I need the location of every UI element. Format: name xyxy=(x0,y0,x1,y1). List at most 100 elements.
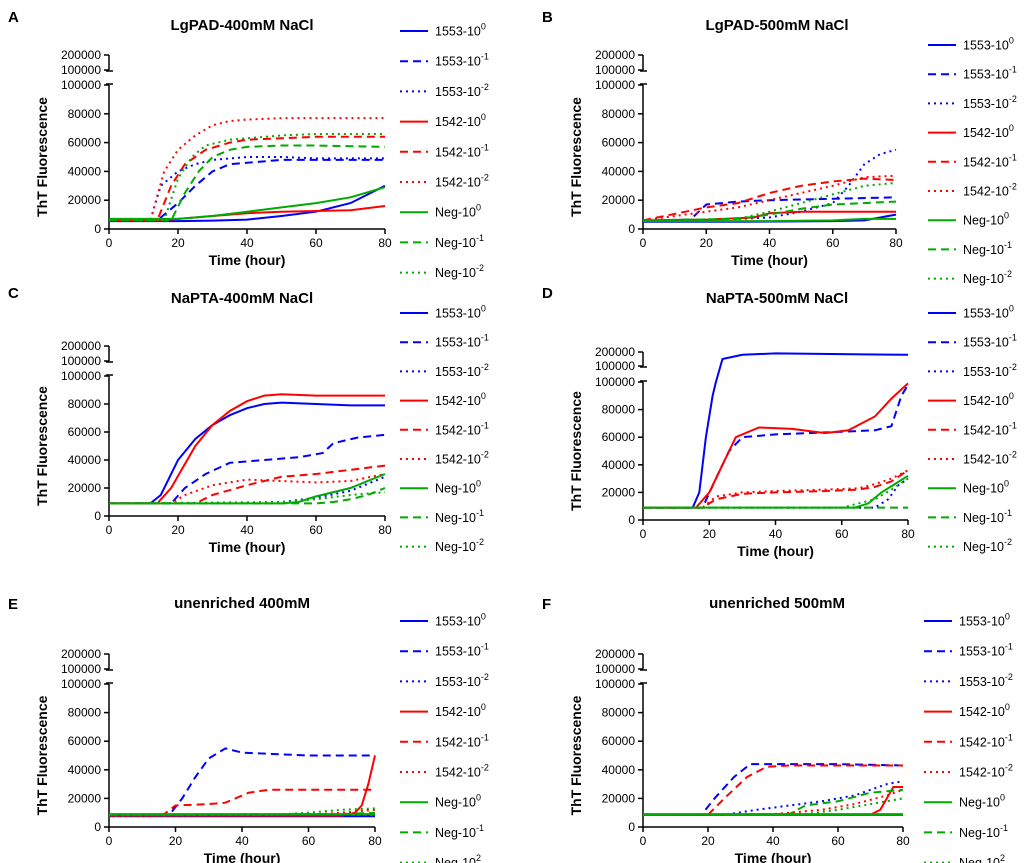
series-line xyxy=(109,393,385,505)
legend-label: 1553-100 xyxy=(435,612,486,629)
x-tick-label: 0 xyxy=(640,527,647,541)
y-tick-label: 100000 xyxy=(61,78,101,92)
x-tick-label: 40 xyxy=(769,527,783,541)
series-line xyxy=(109,156,385,222)
series-group xyxy=(109,393,386,505)
series-line xyxy=(643,477,909,509)
x-axis-label: Time (hour) xyxy=(737,543,814,559)
panel-title: NaPTA-500mM NaCl xyxy=(706,290,848,307)
series-group xyxy=(109,117,386,223)
panel-title: NaPTA-400mM NaCl xyxy=(171,290,313,307)
x-tick-label: 40 xyxy=(235,834,249,848)
x-tick-label: 0 xyxy=(640,236,647,250)
legend-label: 1542-100 xyxy=(435,112,486,129)
series-line xyxy=(643,382,909,509)
x-tick-label: 20 xyxy=(701,834,715,848)
x-tick-label: 60 xyxy=(309,523,323,537)
series-group xyxy=(109,747,376,818)
y-tick-label: 20000 xyxy=(602,193,636,207)
series-line xyxy=(643,174,897,222)
series-group xyxy=(643,763,904,816)
legend-label: 1542-100 xyxy=(435,391,486,408)
legend-label: Neg-10-2 xyxy=(435,537,484,554)
series-line xyxy=(643,764,903,816)
x-tick-label: 80 xyxy=(889,236,903,250)
y-tick-label: 20000 xyxy=(602,791,636,805)
y-tick-label: 60000 xyxy=(602,430,636,444)
legend-label: Neg-102 xyxy=(435,853,481,863)
legend-label: 1553-10-2 xyxy=(435,362,489,379)
legend-label: Neg-100 xyxy=(963,211,1009,228)
x-tick-label: 80 xyxy=(368,834,382,848)
y-tick-label: 0 xyxy=(628,820,635,834)
legend-label: Neg-10-1 xyxy=(959,823,1008,840)
legend-label: 1542-10-1 xyxy=(435,420,489,437)
y-tick-label: 80000 xyxy=(602,403,636,417)
x-tick-label: 80 xyxy=(901,527,915,541)
legend-label: 1553-100 xyxy=(959,612,1010,629)
legend-label: 1542-10-2 xyxy=(435,450,489,467)
y-tick-label: 20000 xyxy=(68,791,102,805)
x-tick-label: 20 xyxy=(700,236,714,250)
y-axis-label: ThT Fluorescence xyxy=(34,97,50,217)
series-line xyxy=(109,755,376,817)
series-line xyxy=(643,196,897,222)
legend-label: 1553-100 xyxy=(963,304,1014,321)
legend-label: 1553-100 xyxy=(435,304,486,321)
legend-label: 1553-10-1 xyxy=(435,52,489,69)
y-tick-label: 40000 xyxy=(602,164,636,178)
y-tick-label: 0 xyxy=(94,820,101,834)
x-tick-label: 0 xyxy=(640,834,647,848)
series-line xyxy=(109,184,386,223)
x-tick-label: 40 xyxy=(766,834,780,848)
y-tick-label-upper: 100000 xyxy=(61,662,101,676)
series-line xyxy=(109,487,386,505)
x-tick-label: 40 xyxy=(763,236,777,250)
y-tick-label-upper: 100000 xyxy=(595,63,635,77)
series-line xyxy=(643,181,897,222)
x-tick-label: 80 xyxy=(378,236,392,250)
x-axis-label: Time (hour) xyxy=(204,850,281,863)
series-line xyxy=(109,464,386,505)
legend-label: 1553-10-1 xyxy=(963,65,1017,82)
legend-label: 1553-10-1 xyxy=(963,333,1017,350)
y-axis-label: ThT Fluorescence xyxy=(568,97,584,217)
legend-label: Neg-10-2 xyxy=(963,537,1012,554)
y-tick-label: 80000 xyxy=(68,706,102,720)
legend-label: 1553-100 xyxy=(963,36,1014,53)
series-line xyxy=(109,186,386,220)
series-line xyxy=(643,210,896,222)
x-tick-label: 20 xyxy=(169,834,183,848)
legend-label: 1542-10-1 xyxy=(963,152,1017,169)
y-tick-label: 40000 xyxy=(68,164,102,178)
y-tick-label-upper: 100000 xyxy=(595,662,635,676)
series-line xyxy=(643,384,909,509)
y-tick-label: 20000 xyxy=(602,485,636,499)
y-tick-label-upper: 200000 xyxy=(595,48,635,62)
legend-label: Neg-10-2 xyxy=(963,269,1012,286)
y-tick-label: 60000 xyxy=(68,136,102,150)
series-line xyxy=(109,473,386,505)
panel-title: unenriched 400mM xyxy=(174,595,310,612)
legend-label: 1542-10-1 xyxy=(435,142,489,159)
panel-letter: B xyxy=(542,9,553,26)
y-axis-label: ThT Fluorescence xyxy=(34,386,50,506)
x-tick-label: 40 xyxy=(240,523,254,537)
series-line xyxy=(643,788,904,816)
x-tick-label: 20 xyxy=(171,236,185,250)
legend-label: 1553-10-1 xyxy=(959,642,1013,659)
series-line xyxy=(109,401,385,505)
legend-label: 1553-10-2 xyxy=(963,94,1017,111)
panel-A: A LgPAD-400mM NaCl 0 20 40 60 80 0 20000 40000 600… xyxy=(8,9,489,280)
y-tick-label: 0 xyxy=(628,513,635,527)
legend-label: Neg-100 xyxy=(435,793,481,810)
y-tick-label: 60000 xyxy=(602,734,636,748)
panel-letter: C xyxy=(8,285,19,302)
x-tick-label: 80 xyxy=(896,834,910,848)
x-tick-label: 60 xyxy=(835,527,849,541)
series-line xyxy=(109,158,385,222)
series-line xyxy=(109,788,375,817)
legend-label: Neg-10-1 xyxy=(963,508,1012,525)
legend-label: 1542-10-2 xyxy=(435,763,489,780)
